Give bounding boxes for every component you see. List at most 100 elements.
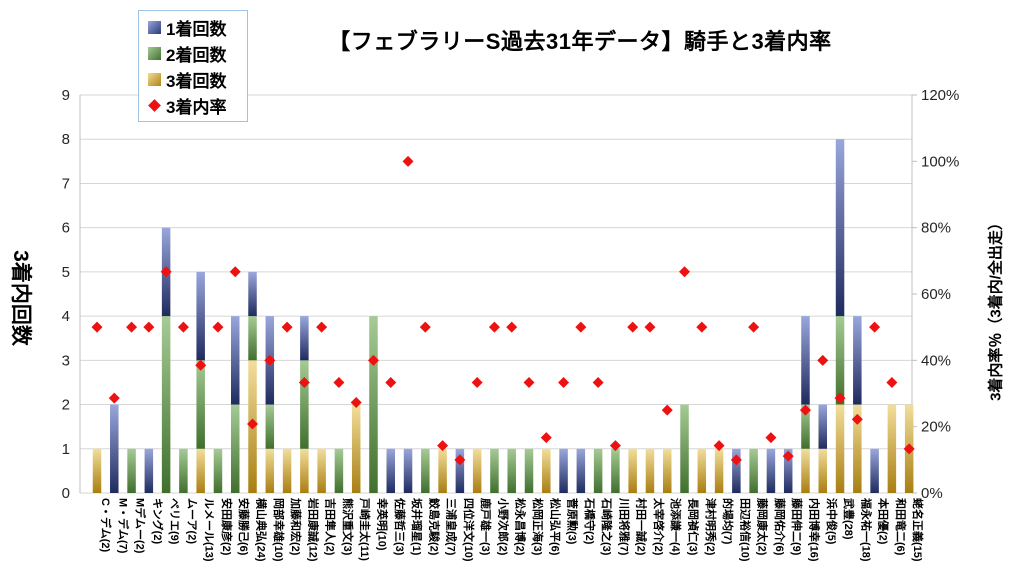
x-axis-category-label: 石橋守(2) <box>583 497 597 545</box>
bar-segment <box>144 448 154 493</box>
x-axis-category-label: 田辺裕信(10) <box>738 498 752 562</box>
left-axis-tick-label: 5 <box>62 264 70 281</box>
bar-segment <box>853 316 862 405</box>
rate-marker <box>126 321 138 333</box>
x-axis-category-label: 安藤勝己(6) <box>237 498 251 556</box>
bar-segment <box>300 316 309 361</box>
rate-marker <box>298 377 310 389</box>
legend-label: 3着回数 <box>166 71 227 91</box>
x-axis-category-label: 的場均(7) <box>721 498 735 545</box>
x-axis-category-label: 本田優(2) <box>877 498 891 545</box>
bar-segment <box>230 404 240 493</box>
left-axis-tick-label: 3 <box>62 352 70 369</box>
bar-segment <box>230 316 240 405</box>
x-axis-category-label: 太宰啓介(2) <box>652 497 666 556</box>
rate-marker <box>264 354 276 366</box>
bar-segment <box>127 448 136 493</box>
legend-label: 1着回数 <box>166 19 227 39</box>
left-axis-tick-label: 4 <box>62 308 70 325</box>
x-axis-category-label: ルメール(13) <box>203 498 215 562</box>
rate-marker <box>851 413 863 425</box>
x-axis-category-label: 川田将雅(7) <box>617 497 631 556</box>
rate-marker <box>627 321 639 333</box>
bar-segment <box>455 448 465 493</box>
bar-segment <box>161 316 171 493</box>
x-axis-category-label: 池添謙一(4) <box>669 498 683 556</box>
bar-segment <box>542 448 551 493</box>
x-axis-category-label: 藤岡康太(2) <box>756 498 770 556</box>
x-axis-category-label: 三浦皇成(7) <box>445 498 459 556</box>
bar-segment <box>248 271 257 317</box>
rate-marker <box>661 404 673 416</box>
rate-marker <box>558 377 570 389</box>
legend-label: 3着内率 <box>166 97 227 117</box>
x-axis-category-label: 小野次郎(2) <box>496 497 510 556</box>
rate-marker <box>108 392 120 404</box>
x-axis-category-label: 幸英明(10) <box>375 498 389 551</box>
rate-marker <box>419 321 431 333</box>
bar-segment <box>248 316 257 361</box>
rate-marker <box>782 450 794 462</box>
right-axis-tick-label: 0% <box>921 485 943 502</box>
rate-marker <box>402 155 414 167</box>
rate-marker <box>540 432 552 444</box>
legend: 1着回数 2着回数 3着回数 3着内率 <box>138 10 248 122</box>
x-axis-category-label: ベリエ(9) <box>168 498 181 545</box>
bar-segment <box>887 404 897 493</box>
left-axis-tick-label: 9 <box>62 87 70 104</box>
bar-segment <box>472 448 482 493</box>
x-axis-category-label: 安田康彦(2) <box>220 498 234 556</box>
bar-segment <box>662 448 672 493</box>
rate-marker <box>799 404 811 416</box>
rate-marker <box>212 321 224 333</box>
bar-segment <box>576 448 586 493</box>
legend-item-first-place: 1着回数 <box>148 15 247 39</box>
x-axis-category-label: 鹿戸雄一(3) <box>479 498 493 556</box>
x-axis-category-label: 松山弘平(6) <box>548 498 562 556</box>
left-axis-tick-label: 1 <box>62 441 70 458</box>
right-axis-title: 3着内率％（3着内/全出走） <box>987 215 1005 401</box>
x-axis-category-label: Mデムー(2) <box>134 498 148 554</box>
bar-segment <box>818 404 828 449</box>
bar-segment <box>766 448 776 493</box>
left-axis-tick-label: 8 <box>62 131 70 148</box>
bar-segment <box>213 448 223 493</box>
bar-segment <box>835 139 845 317</box>
rate-marker <box>696 321 708 333</box>
legend-item-second-place: 2着回数 <box>148 41 247 65</box>
rate-marker <box>160 266 172 278</box>
rate-marker <box>437 440 449 452</box>
right-axis-tick-label: 60% <box>921 286 951 303</box>
right-axis-tick-label: 100% <box>921 153 959 170</box>
x-axis-category-label: 松永昌博(2) <box>514 498 528 556</box>
x-axis-category-label: M・デム(7) <box>116 498 130 554</box>
rate-marker <box>91 321 103 333</box>
right-axis-tick-label: 80% <box>921 220 951 237</box>
rate-marker <box>609 440 621 452</box>
x-axis-category-label: 和田竜二(6) <box>894 498 908 556</box>
bar-segment <box>421 448 430 493</box>
bar-segment <box>438 448 447 493</box>
right-axis-tick-label: 20% <box>921 419 951 436</box>
x-axis-category-label: 四位洋文(10) <box>462 498 476 562</box>
x-axis-category-label: 吉田隼人(2) <box>324 498 338 556</box>
rate-marker <box>316 321 328 333</box>
bar-segment <box>870 448 879 493</box>
bar-segment <box>714 448 724 493</box>
bar-segment <box>680 404 689 493</box>
x-axis-category-label: 横山典弘(24) <box>255 498 269 562</box>
bar-segment <box>351 404 361 493</box>
bar-segment <box>300 360 309 449</box>
x-axis-category-label: 津村明秀(2) <box>704 498 718 556</box>
bar-segment <box>697 448 707 493</box>
x-axis-category-label: 村田一誠(2) <box>635 498 649 556</box>
first-place-swatch-icon <box>148 20 161 34</box>
rate-marker <box>644 321 656 333</box>
x-axis-category-label: 菅原勲(3) <box>566 498 580 545</box>
legend-label: 2着回数 <box>166 45 227 65</box>
x-axis-category-label: 武豊(28) <box>842 498 856 540</box>
x-axis-category-label: 藤岡佑介(6) <box>773 498 787 556</box>
x-axis-category-label: 福永祐一(18) <box>859 497 873 562</box>
rate-diamond-icon <box>148 98 161 112</box>
